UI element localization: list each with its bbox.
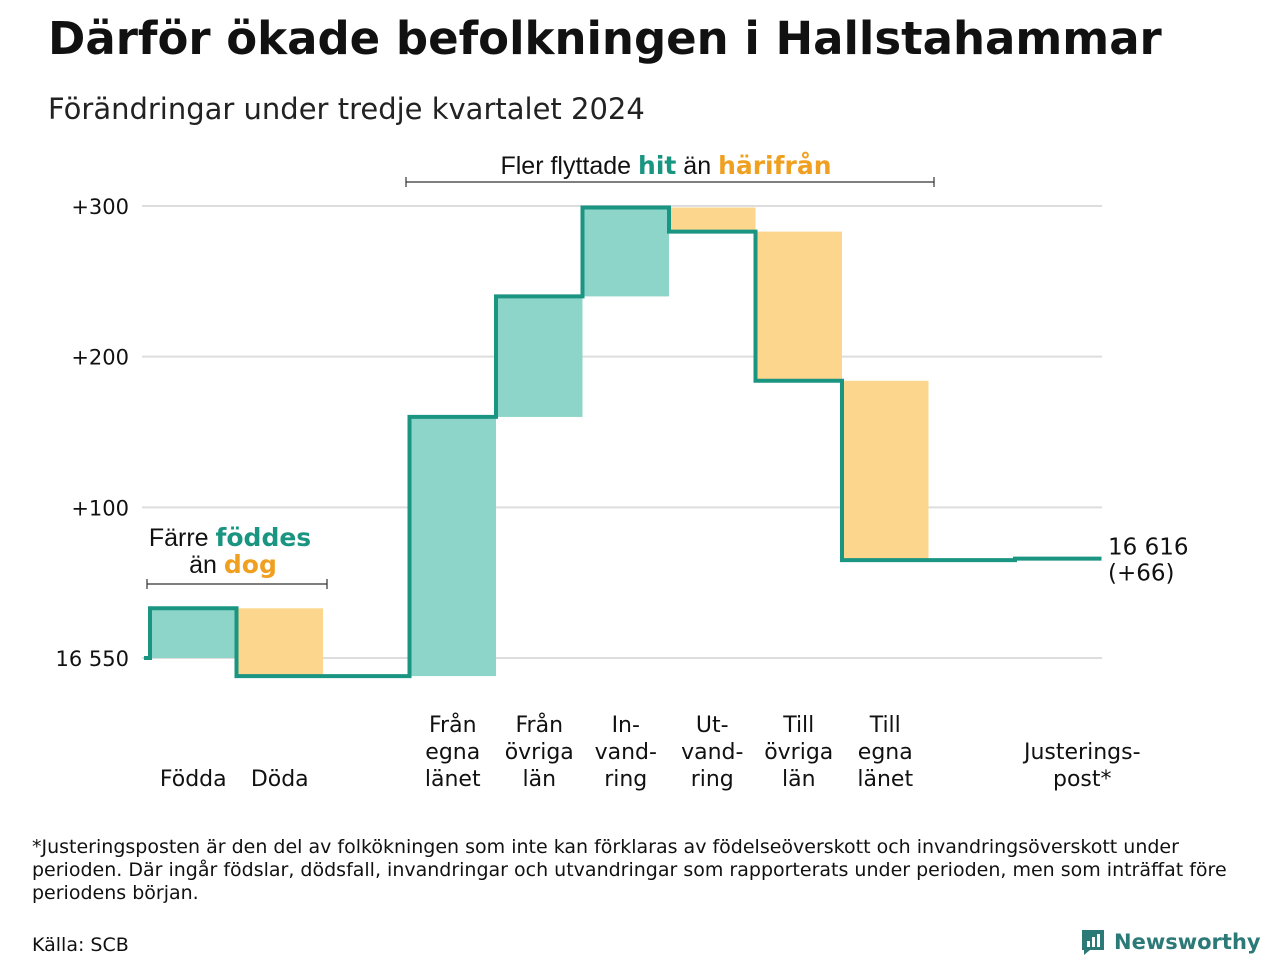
bar bbox=[582, 207, 669, 297]
brand-logo: Newsworthy bbox=[1080, 928, 1261, 956]
category-label: länet bbox=[425, 767, 481, 792]
category-label: Döda bbox=[251, 767, 309, 792]
category-label: Justerings- bbox=[1022, 740, 1141, 765]
bar bbox=[409, 416, 496, 677]
category-label: övriga bbox=[764, 740, 833, 765]
bar bbox=[496, 296, 583, 417]
migration-annotation: Fler flyttade hit än härifrån bbox=[500, 151, 831, 180]
category-label: Till bbox=[782, 713, 814, 738]
end-value-label: 16 616 bbox=[1108, 535, 1188, 561]
category-label: Från bbox=[515, 712, 563, 738]
source-note: Källa: SCB bbox=[32, 934, 129, 956]
step-line bbox=[144, 205, 1102, 679]
y-tick-label: +200 bbox=[71, 346, 129, 370]
y-tick-label: +300 bbox=[71, 195, 129, 219]
category-label: län bbox=[782, 767, 816, 792]
footnote: *Justeringsposten är den del av folkökni… bbox=[32, 836, 1227, 904]
category-label: Från bbox=[429, 712, 477, 738]
category-label: Till bbox=[869, 713, 901, 738]
newsworthy-logo-icon bbox=[1082, 930, 1104, 955]
chart-subtitle: Förändringar under tredje kvartalet 2024 bbox=[48, 92, 645, 126]
category-label: In- bbox=[612, 713, 640, 738]
bar bbox=[236, 608, 323, 677]
category-label: ring bbox=[604, 767, 647, 792]
category-label: vand- bbox=[681, 740, 743, 765]
bar bbox=[755, 231, 842, 381]
category-label: egna bbox=[425, 740, 480, 765]
category-label: vand- bbox=[595, 740, 657, 765]
category-label: ring bbox=[691, 767, 734, 792]
brand-name: Newsworthy bbox=[1114, 930, 1261, 954]
category-label: post* bbox=[1053, 767, 1112, 792]
category-label: länet bbox=[857, 767, 913, 792]
bars bbox=[150, 207, 1102, 677]
category-label: Födda bbox=[160, 767, 227, 792]
y-tick-label: 16 550 bbox=[56, 647, 129, 671]
waterfall-step-line bbox=[144, 205, 1102, 679]
category-label: övriga bbox=[505, 740, 574, 765]
births-annotation-line1: Färre föddes bbox=[149, 523, 311, 552]
category-label: Ut- bbox=[696, 713, 729, 738]
bar bbox=[150, 608, 237, 658]
category-label: län bbox=[522, 767, 556, 792]
category-label: egna bbox=[858, 740, 913, 765]
bar bbox=[669, 207, 756, 232]
births-annotation-line2: än dog bbox=[189, 550, 277, 579]
y-tick-label: +100 bbox=[71, 496, 129, 520]
bar bbox=[842, 380, 929, 561]
chart-title: Därför ökade befolkningen i Hallstahamma… bbox=[48, 12, 1162, 65]
end-value-label: (+66) bbox=[1108, 561, 1174, 587]
